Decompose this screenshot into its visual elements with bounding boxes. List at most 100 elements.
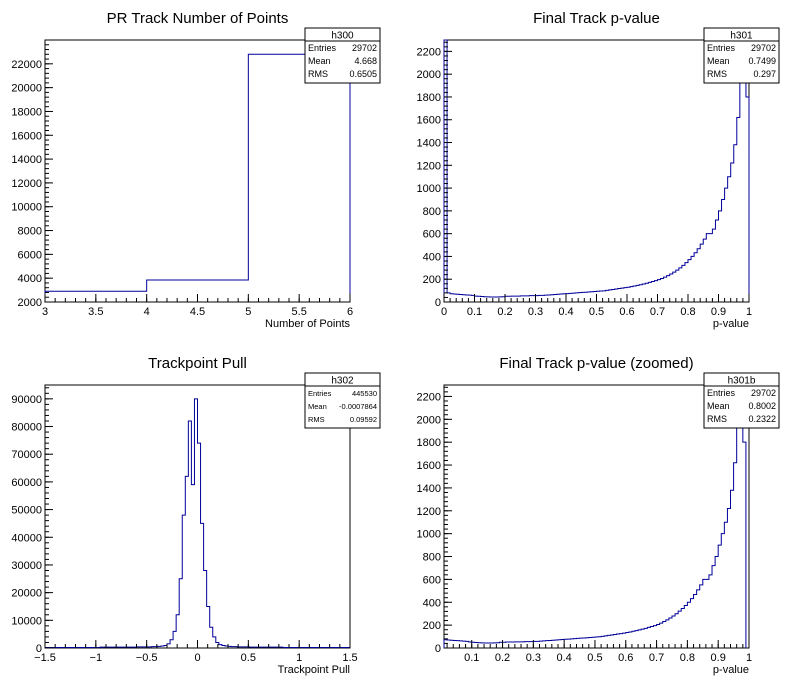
stats-label: RMS [308,69,328,79]
y-tick-label: 22000 [11,59,42,71]
y-tick-label: 20000 [11,588,42,600]
histogram-line [44,53,351,302]
stats-box-frame [703,372,780,429]
stats-box-frame [304,372,381,429]
stats-label: Mean [707,401,730,411]
y-tick-label: 600 [423,574,441,586]
x-tick-label: 0.2 [495,652,510,664]
stats-value: 0.7499 [748,56,776,66]
x-tick-label: 0.8 [680,306,695,318]
x-tick-label: 0.6 [619,306,634,318]
x-tick-label: 0.3 [526,652,541,664]
x-tick-label: 0.7 [649,652,664,664]
y-tick-label: 8000 [18,226,42,238]
y-tick-label: 2000 [18,297,42,309]
x-tick-label: 5 [245,306,251,318]
x-tick-label: 0.5 [589,306,604,318]
x-tick-label: 0.7 [650,306,665,318]
y-tick-label: 600 [423,229,441,241]
x-tick-label: −0.5 [136,652,158,664]
y-tick-label: 6000 [18,249,42,261]
stats-value: 0.8002 [748,401,776,411]
stats-value: 4.668 [354,56,377,66]
y-tick-label: 40000 [11,532,42,544]
x-tick-label: −1.5 [34,652,56,664]
y-tick-label: 1800 [417,92,441,104]
y-tick-label: 800 [423,552,441,564]
histogram-panel-4: Final Track p-value (zoomed) 0.1 0.2 0.3 0.4… [417,355,780,676]
x-tick-label: 3 [42,306,48,318]
y-tick-label: 200 [423,274,441,286]
y-tick-label: 400 [423,597,441,609]
x-tick-label: 1 [746,652,752,664]
stats-value: 445530 [352,389,377,398]
histogram-panel-3: Trackpoint Pull −1.5 −1 −0.5 0 0.5 1 1.5 0 10000 2… [11,355,381,676]
stats-value: 0.09592 [350,415,377,424]
x-tick-label: 0.1 [467,306,482,318]
x-tick-label: 0.8 [680,652,695,664]
chart-title: Final Track p-value [533,10,660,27]
y-tick-label: 14000 [11,154,42,166]
stats-box-frame [304,27,381,84]
stats-label: Mean [707,56,730,66]
stats-value: 29702 [751,43,776,53]
y-tick-label: 1800 [417,437,441,449]
y-tick-label: 1600 [417,460,441,472]
y-tick-label: 18000 [11,106,42,118]
y-tick-label: 30000 [11,560,42,572]
x-tick-label: 0.6 [618,652,633,664]
x-tick-label: 0.3 [528,306,543,318]
y-tick-label: 80000 [11,422,42,434]
chart-title: Trackpoint Pull [148,355,247,372]
x-tick-label: 1 [296,652,302,664]
y-tick-label: 0 [435,643,441,655]
x-tick-label: −1 [90,652,103,664]
stats-label: RMS [308,415,325,424]
y-tick-label: 1000 [417,183,441,195]
histogram-panel-1: PR Track Number of Points 3 3.5 4 4.5 5 5.5 6 20… [11,10,381,330]
y-tick-label: 1400 [417,138,441,150]
y-tick-label: 10000 [11,615,42,627]
stats-box-name: h301 [730,31,753,42]
x-axis-title: Number of Points [265,318,350,330]
plot-frame [443,384,750,649]
y-tick-label: 400 [423,251,441,263]
stats-value: 29702 [751,388,776,398]
plot-frame [44,39,351,303]
y-tick-label: 16000 [11,130,42,142]
stats-label: Entries [308,43,337,53]
y-tick-label: 0 [36,643,42,655]
x-tick-label: 5.5 [292,306,307,318]
x-tick-label: 0.5 [587,652,602,664]
stats-label: Mean [308,56,331,66]
stats-box-name: h301b [728,376,756,387]
stats-box-frame [703,27,780,84]
stats-label: Mean [308,402,327,411]
stats-value: 0.297 [753,69,776,79]
stats-value: 29702 [352,43,377,53]
stats-value: -0.0007864 [339,402,377,411]
stats-box-name: h300 [331,31,354,42]
x-tick-label: 3.5 [88,306,103,318]
x-tick-label: 6 [347,306,353,318]
x-axis-title: p-value [713,664,749,676]
plot-frame [443,39,750,303]
x-tick-label: 0.1 [464,652,479,664]
x-tick-label: 1.5 [342,652,357,664]
y-tick-label: 2200 [417,46,441,58]
x-tick-label: 0.9 [711,306,726,318]
histogram-panel-2: Final Track p-value 0 0.1 0.2 0.3 0.4 0.5 0.6 0.… [417,10,780,330]
stats-value: 0.2322 [748,414,776,424]
y-tick-label: 2000 [417,414,441,426]
histogram-line [443,39,750,302]
y-tick-label: 12000 [11,178,42,190]
y-tick-label: 1600 [417,115,441,127]
y-tick-label: 90000 [11,394,42,406]
y-tick-label: 800 [423,206,441,218]
y-tick-label: 10000 [11,202,42,214]
stats-label: Entries [707,388,736,398]
